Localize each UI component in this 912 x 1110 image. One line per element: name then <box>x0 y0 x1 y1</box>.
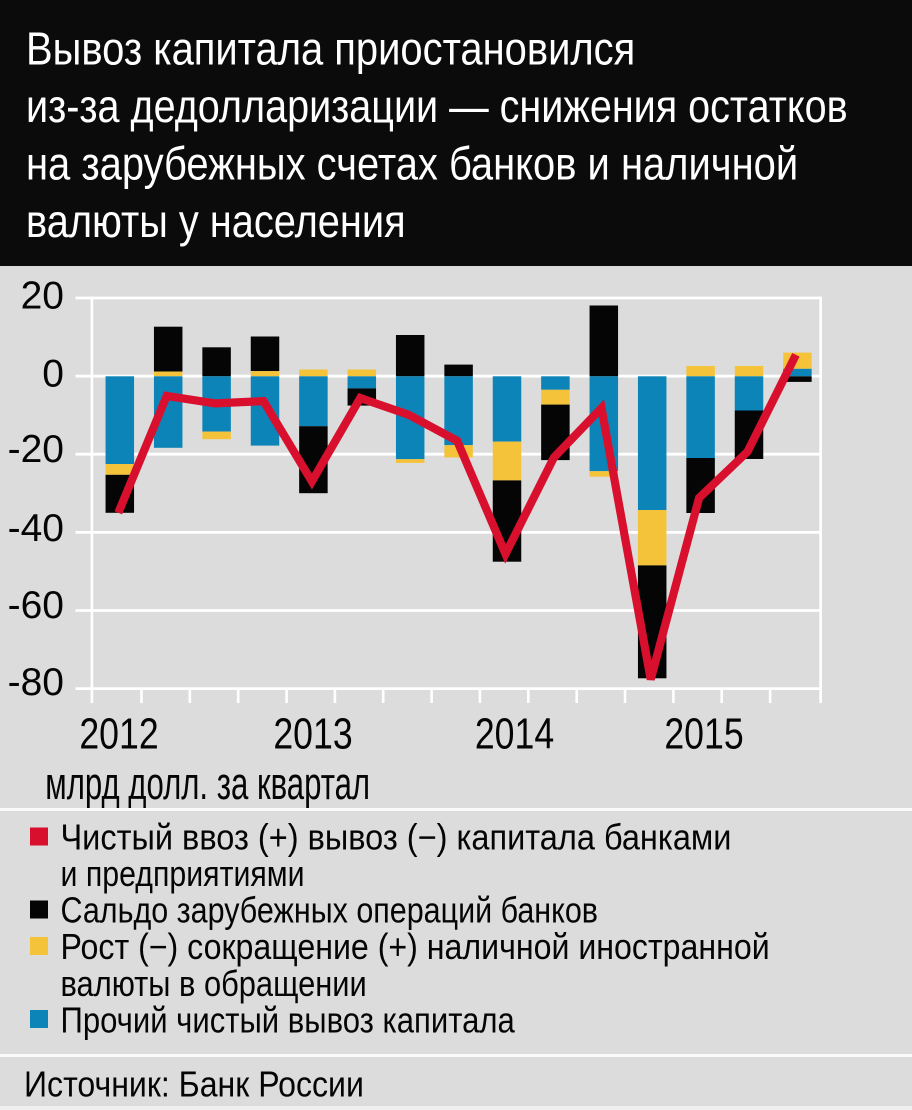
svg-text:-40: -40 <box>8 507 64 550</box>
svg-text:на зарубежных счетах банков и: на зарубежных счетах банков и наличной <box>26 139 798 190</box>
svg-text:2014: 2014 <box>475 710 554 758</box>
svg-text:и предприятиями: и предприятиями <box>61 855 305 895</box>
svg-text:Вывоз капитала приостановился: Вывоз капитала приостановился <box>26 24 635 75</box>
svg-text:2013: 2013 <box>273 710 352 758</box>
svg-text:0: 0 <box>42 353 64 396</box>
svg-text:Прочий чистый вывоз капитала: Прочий чистый вывоз капитала <box>61 1001 516 1041</box>
svg-text:2015: 2015 <box>664 710 743 758</box>
svg-text:Рост (−) сокращение (+) наличн: Рост (−) сокращение (+) наличной иностра… <box>61 928 770 968</box>
svg-text:Сальдо зарубежных операций бан: Сальдо зарубежных операций банков <box>61 891 598 931</box>
svg-text:20: 20 <box>21 275 64 318</box>
svg-text:-80: -80 <box>8 661 64 704</box>
svg-text:валюты у населения: валюты у населения <box>26 196 406 247</box>
svg-text:Источник: Банк России: Источник: Банк России <box>24 1065 364 1105</box>
svg-text:валюты в обращении: валюты в обращении <box>61 965 367 1005</box>
svg-text:-20: -20 <box>8 428 64 471</box>
svg-text:2012: 2012 <box>79 710 158 758</box>
svg-text:-60: -60 <box>8 584 64 627</box>
svg-text:Чистый ввоз (+) вывоз (−) капи: Чистый ввоз (+) вывоз (−) капитала банка… <box>61 818 732 858</box>
svg-text:из-за дедолларизации — снижени: из-за дедолларизации — снижения остатков <box>26 81 848 132</box>
svg-text:млрд долл. за квартал: млрд долл. за квартал <box>45 759 370 809</box>
